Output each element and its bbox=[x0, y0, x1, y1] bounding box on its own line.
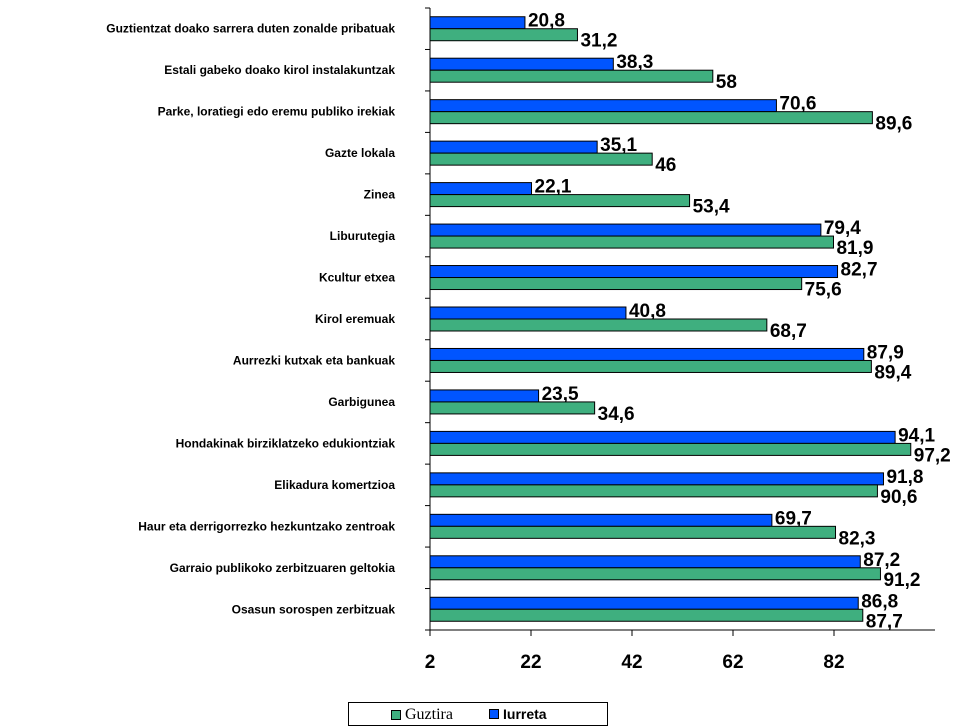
x-tick-label-22: 22 bbox=[520, 652, 541, 673]
data-label-guztira-guztientzat-doako-sarrera-duten-zonalde-pribatuak: 31,2 bbox=[580, 31, 617, 52]
data-label-iurreta-hondakinak-birziklatzeko-edukiontziak: 94,1 bbox=[898, 425, 935, 446]
bar-guztira-gazte-lokala bbox=[429, 152, 653, 166]
data-label-iurreta-liburutegia: 79,4 bbox=[824, 218, 861, 239]
bar-guztira-elikadura-komertzioa bbox=[429, 484, 878, 498]
data-label-iurreta-osasun-sorospen-zerbitzuak: 86,8 bbox=[861, 591, 898, 612]
bar-guztira-garraio-publikoko-zerbitzuaren-geltokia bbox=[429, 567, 881, 581]
legend-label-guztira: Guztira bbox=[405, 706, 453, 723]
data-label-iurreta-guztientzat-doako-sarrera-duten-zonalde-pribatuak: 20,8 bbox=[528, 11, 565, 32]
data-label-guztira-garraio-publikoko-zerbitzuaren-geltokia: 91,2 bbox=[883, 570, 920, 591]
bar-guztira-estali-gabeko-doako-kirol-instalakuntzak bbox=[429, 69, 714, 83]
category-label-hondakinak-birziklatzeko-edukiontziak: Hondakinak birziklatzeko edukiontziak bbox=[176, 436, 396, 450]
data-label-iurreta-estali-gabeko-doako-kirol-instalakuntzak: 38,3 bbox=[616, 52, 653, 73]
category-label-estali-gabeko-doako-kirol-instalakuntzak: Estali gabeko doako kirol instalakuntzak bbox=[164, 63, 395, 77]
category-label-kcultur-etxea: Kcultur etxea bbox=[319, 271, 395, 285]
data-label-iurreta-kcultur-etxea: 82,7 bbox=[841, 260, 878, 281]
bar-iurreta-aurrezki-kutxak-eta-bankuak bbox=[429, 347, 865, 361]
data-label-guztira-kirol-eremuak: 68,7 bbox=[770, 321, 807, 342]
bar-iurreta-garbigunea bbox=[429, 389, 540, 403]
bar-iurreta-parke-loratiegi-edo-eremu-publiko-irekiak bbox=[429, 99, 777, 113]
category-label-elikadura-komertzioa: Elikadura komertzioa bbox=[274, 478, 395, 492]
category-label-zinea: Zinea bbox=[364, 188, 396, 202]
data-label-iurreta-garraio-publikoko-zerbitzuaren-geltokia: 87,2 bbox=[863, 550, 900, 571]
bar-iurreta-zinea bbox=[429, 182, 533, 196]
x-tick-label-2: 2 bbox=[425, 652, 436, 673]
bar-guztira-liburutegia bbox=[429, 235, 834, 249]
data-label-iurreta-aurrezki-kutxak-eta-bankuak: 87,9 bbox=[867, 342, 904, 363]
category-label-haur-eta-derrigorrezko-hezkuntzako-zentroak: Haur eta derrigorrezko hezkuntzako zentr… bbox=[138, 519, 395, 533]
bar-guztira-hondakinak-birziklatzeko-edukiontziak bbox=[429, 442, 912, 456]
category-label-guztientzat-doako-sarrera-duten-zonalde-pribatuak: Guztientzat doako sarrera duten zonalde … bbox=[106, 22, 395, 36]
data-label-guztira-garbigunea: 34,6 bbox=[598, 404, 635, 425]
bar-guztira-osasun-sorospen-zerbitzuak bbox=[429, 608, 864, 622]
data-label-guztira-haur-eta-derrigorrezko-hezkuntzako-zentroak: 82,3 bbox=[839, 528, 876, 549]
bar-iurreta-osasun-sorospen-zerbitzuak bbox=[429, 596, 859, 610]
x-tick-label-82: 82 bbox=[823, 652, 844, 673]
data-label-iurreta-zinea: 22,1 bbox=[535, 177, 572, 198]
bar-iurreta-estali-gabeko-doako-kirol-instalakuntzak bbox=[429, 57, 614, 71]
data-label-iurreta-kirol-eremuak: 40,8 bbox=[629, 301, 666, 322]
x-tick-label-62: 62 bbox=[722, 652, 743, 673]
category-label-garraio-publikoko-zerbitzuaren-geltokia: Garraio publikoko zerbitzuaren geltokia bbox=[170, 561, 396, 575]
data-label-guztira-hondakinak-birziklatzeko-edukiontziak: 97,2 bbox=[914, 445, 951, 466]
data-label-iurreta-parke-loratiegi-edo-eremu-publiko-irekiak: 70,6 bbox=[779, 94, 816, 115]
legend-swatch-guztira bbox=[391, 710, 401, 720]
bar-iurreta-liburutegia bbox=[429, 223, 822, 237]
bar-iurreta-elikadura-komertzioa bbox=[429, 472, 884, 486]
legend-item-guztira: Guztira bbox=[391, 706, 453, 724]
bar-iurreta-kcultur-etxea bbox=[429, 265, 839, 279]
data-label-guztira-parke-loratiegi-edo-eremu-publiko-irekiak: 89,6 bbox=[875, 114, 912, 135]
bar-guztira-garbigunea bbox=[429, 401, 596, 415]
data-label-guztira-estali-gabeko-doako-kirol-instalakuntzak: 58 bbox=[716, 72, 737, 93]
bar-iurreta-kirol-eremuak bbox=[429, 306, 627, 320]
bar-guztira-zinea bbox=[429, 194, 691, 208]
legend-item-iurreta: Iurreta bbox=[489, 706, 547, 722]
category-label-gazte-lokala: Gazte lokala bbox=[325, 146, 395, 160]
bar-guztira-aurrezki-kutxak-eta-bankuak bbox=[429, 359, 872, 373]
bar-iurreta-garraio-publikoko-zerbitzuaren-geltokia bbox=[429, 555, 861, 569]
chart-legend: Guztira Iurreta bbox=[348, 702, 608, 726]
bar-guztira-parke-loratiegi-edo-eremu-publiko-irekiak bbox=[429, 111, 873, 125]
data-label-iurreta-gazte-lokala: 35,1 bbox=[600, 135, 637, 156]
bar-guztira-haur-eta-derrigorrezko-hezkuntzako-zentroak bbox=[429, 525, 837, 539]
data-label-iurreta-haur-eta-derrigorrezko-hezkuntzako-zentroak: 69,7 bbox=[775, 508, 812, 529]
data-label-guztira-elikadura-komertzioa: 90,6 bbox=[880, 487, 917, 508]
data-label-guztira-aurrezki-kutxak-eta-bankuak: 89,4 bbox=[874, 362, 911, 383]
data-label-guztira-gazte-lokala: 46 bbox=[655, 155, 676, 176]
x-tick-label-42: 42 bbox=[621, 652, 642, 673]
data-label-iurreta-elikadura-komertzioa: 91,8 bbox=[886, 467, 923, 488]
data-label-guztira-osasun-sorospen-zerbitzuak: 87,7 bbox=[866, 611, 903, 632]
bar-guztira-kirol-eremuak bbox=[429, 318, 768, 332]
category-label-osasun-sorospen-zerbitzuak: Osasun sorospen zerbitzuak bbox=[232, 602, 396, 616]
data-label-guztira-zinea: 53,4 bbox=[693, 197, 730, 218]
bar-iurreta-hondakinak-birziklatzeko-edukiontziak bbox=[429, 430, 896, 444]
legend-label-iurreta: Iurreta bbox=[503, 706, 547, 722]
category-label-kirol-eremuak: Kirol eremuak bbox=[315, 312, 395, 326]
category-label-parke-loratiegi-edo-eremu-publiko-irekiak: Parke, loratiegi edo eremu publiko ireki… bbox=[158, 105, 396, 119]
legend-swatch-iurreta bbox=[489, 709, 499, 719]
bar-iurreta-haur-eta-derrigorrezko-hezkuntzako-zentroak bbox=[429, 513, 773, 527]
data-label-iurreta-garbigunea: 23,5 bbox=[542, 384, 579, 405]
data-label-guztira-liburutegia: 81,9 bbox=[836, 238, 873, 259]
bar-iurreta-gazte-lokala bbox=[429, 140, 598, 154]
bar-iurreta-guztientzat-doako-sarrera-duten-zonalde-pribatuak bbox=[429, 16, 526, 30]
bar-guztira-guztientzat-doako-sarrera-duten-zonalde-pribatuak bbox=[429, 28, 578, 42]
bar-guztira-kcultur-etxea bbox=[429, 277, 803, 291]
category-label-aurrezki-kutxak-eta-bankuak: Aurrezki kutxak eta bankuak bbox=[233, 353, 395, 367]
category-label-liburutegia: Liburutegia bbox=[330, 229, 396, 243]
category-label-garbigunea: Garbigunea bbox=[328, 395, 395, 409]
data-label-guztira-kcultur-etxea: 75,6 bbox=[805, 280, 842, 301]
